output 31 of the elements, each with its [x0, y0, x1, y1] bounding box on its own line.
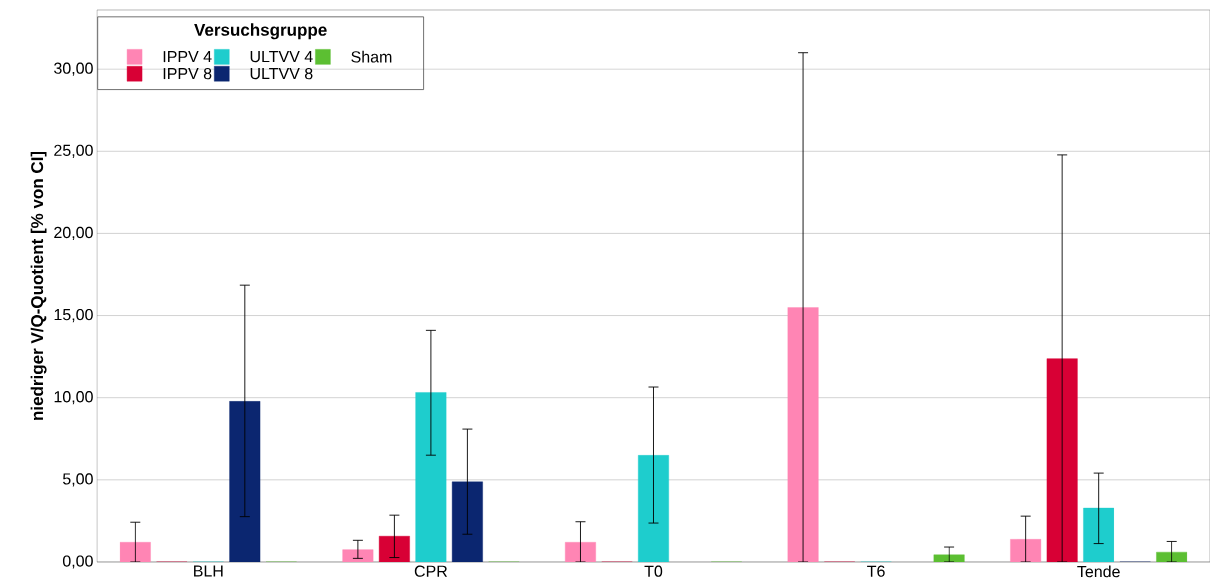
bar: [565, 542, 596, 562]
bar: [451, 481, 483, 562]
x-tick-label: T6: [867, 565, 885, 577]
y-tick-label: 20,00: [54, 226, 93, 241]
y-tick-label: 15,00: [54, 308, 93, 323]
bar: [342, 549, 374, 562]
bar: [229, 401, 261, 562]
legend-label: IPPV 4: [163, 51, 212, 63]
bar: [638, 455, 669, 562]
bar: [378, 535, 410, 562]
bar: [119, 542, 151, 562]
bar: [1046, 358, 1078, 562]
y-tick-label: 0,00: [62, 555, 93, 569]
x-tick-label: T0: [644, 565, 663, 577]
legend-title: Versuchsgruppe: [194, 23, 327, 40]
y-tick-label: 25,00: [54, 144, 93, 158]
y-tick-label: 30,00: [54, 62, 93, 76]
legend-label: ULTVV 4: [250, 51, 313, 63]
x-tick-label: BLH: [194, 565, 223, 577]
legend-label: IPPV 8: [163, 67, 212, 80]
y-tick-label: 5,00: [62, 473, 93, 487]
bar: [415, 392, 447, 562]
x-tick-label: CPR: [414, 565, 448, 577]
bar: [1010, 539, 1042, 562]
legend-label: Sham: [351, 50, 392, 63]
bar: [787, 307, 819, 562]
y-tick-label: 10,00: [54, 391, 93, 405]
legend-label: ULTVV 8: [250, 67, 313, 80]
bar: [1083, 507, 1115, 562]
x-tick-label: Tende: [1077, 565, 1120, 578]
y-axis-title: niedriger V/Q-Quotient [% von CI]: [30, 151, 47, 420]
